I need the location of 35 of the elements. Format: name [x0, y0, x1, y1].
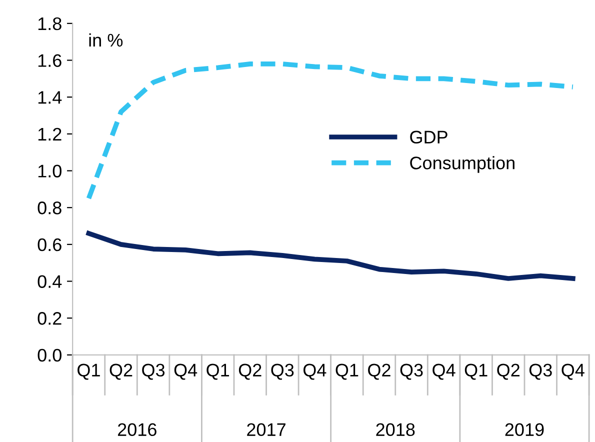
x-tick-label: Q3: [142, 364, 165, 380]
y-tick-label: 1.8: [38, 17, 62, 30]
y-tick-label: 1.4: [38, 91, 62, 104]
x-tick-label: Q1: [206, 364, 230, 380]
legend-label: GDP: [410, 130, 448, 144]
y-tick-label: 0.8: [38, 202, 62, 214]
x-tick-label: Q2: [368, 364, 390, 380]
text: 2017: [247, 423, 286, 436]
x-tick-label: Q2: [110, 364, 132, 380]
text: 2019: [505, 423, 544, 436]
text: 2018: [376, 423, 415, 436]
y-tick-label: 0.2: [38, 312, 62, 325]
legend-label: Consumption: [410, 156, 514, 173]
y-tick-label: 0.6: [38, 238, 62, 252]
x-tick-label: Q3: [529, 364, 552, 380]
x-tick-label: Q2: [238, 364, 262, 380]
x-tick-label: Q2: [497, 364, 520, 380]
y-tick-label: 1.2: [38, 128, 62, 140]
line-series: [86, 230, 576, 281]
x-tick-label: Q4: [432, 364, 456, 380]
x-tick-label: Q4: [303, 364, 326, 380]
text: 2016: [118, 423, 156, 436]
y-tick-label: 1.6: [38, 54, 62, 67]
y-tick-label: 1.0: [38, 164, 62, 178]
y-tick-label: 0.0: [38, 348, 62, 362]
x-tick-label: Q1: [78, 364, 100, 380]
x-tick-label: Q1: [464, 364, 488, 380]
x-tick-label: Q3: [271, 364, 294, 380]
x-tick-label: Q4: [562, 364, 584, 380]
y-tick-label: 0.4: [38, 275, 62, 288]
y-axis-title: in %: [89, 33, 123, 47]
x-tick-label: Q4: [174, 364, 198, 380]
x-tick-label: Q1: [336, 364, 358, 380]
line-series: [86, 62, 576, 201]
x-tick-label: Q3: [400, 364, 423, 380]
